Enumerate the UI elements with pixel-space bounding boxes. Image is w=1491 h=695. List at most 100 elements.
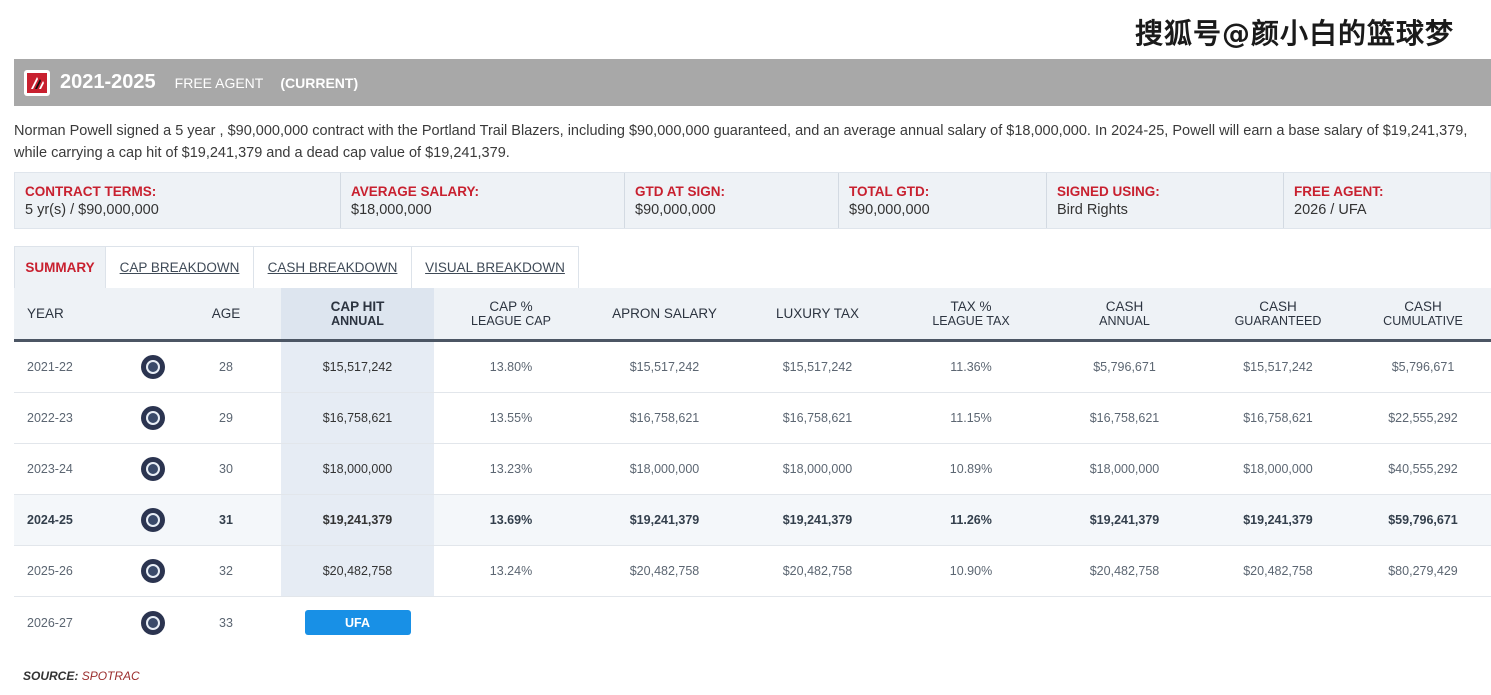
- term-value: $18,000,000: [351, 202, 432, 218]
- column-header-cap-pct[interactable]: CAP % LEAGUE CAP: [471, 298, 551, 328]
- cell-cap-hit: $16,758,621: [281, 393, 434, 443]
- cell-tax-pct: 10.89%: [949, 462, 993, 476]
- cell-age: 29: [219, 411, 233, 425]
- cell-year: 2023-24: [27, 462, 73, 476]
- table-row: 2021-22 28 $15,517,242 13.80% $15,517,24…: [14, 342, 1491, 393]
- term-contract-terms: CONTRACT TERMS: 5 yr(s) / $90,000,000: [15, 173, 341, 228]
- term-label: CONTRACT TERMS:: [25, 184, 157, 199]
- nba-logo-icon: [140, 355, 165, 379]
- term-total-gtd: TOTAL GTD: $90,000,000: [839, 173, 1047, 228]
- nba-logo-icon: [140, 508, 165, 532]
- term-value: $90,000,000: [635, 202, 716, 218]
- trail-blazers-logo-icon: [24, 69, 50, 96]
- term-label: GTD AT SIGN:: [635, 184, 725, 199]
- term-label: SIGNED USING:: [1057, 184, 1160, 199]
- term-value: Bird Rights: [1057, 202, 1128, 218]
- table-row-free-agency: 2026-27 33 UFA: [14, 597, 1491, 648]
- cell-cash-cumulative: $22,555,292: [1388, 411, 1458, 425]
- tab-cash-breakdown[interactable]: CASH BREAKDOWN: [253, 246, 412, 288]
- cell-cash: $16,758,621: [1089, 411, 1160, 425]
- cell-cap-pct: 13.24%: [489, 564, 533, 578]
- column-header-cap-hit[interactable]: CAP HIT ANNUAL: [281, 288, 434, 339]
- cell-tax-pct: 11.36%: [950, 360, 992, 374]
- cell-tax-pct: 10.90%: [949, 564, 993, 578]
- column-header-cash[interactable]: CASH ANNUAL: [1099, 298, 1150, 328]
- table-row-current: 2024-25 31 $19,241,379 13.69% $19,241,37…: [14, 495, 1491, 546]
- term-gtd-at-sign: GTD AT SIGN: $90,000,000: [625, 173, 839, 228]
- cell-age: 33: [219, 615, 233, 630]
- cell-apron: $19,241,379: [629, 513, 700, 527]
- table-row: 2025-26 32 $20,482,758 13.24% $20,482,75…: [14, 546, 1491, 597]
- cell-cash: $20,482,758: [1089, 564, 1160, 578]
- term-label: FREE AGENT:: [1294, 184, 1384, 199]
- cell-year: 2024-25: [27, 513, 73, 527]
- cell-cap-hit: $18,000,000: [281, 444, 434, 494]
- term-average-salary: AVERAGE SALARY: $18,000,000: [341, 173, 625, 228]
- cell-cash-guaranteed: $20,482,758: [1243, 564, 1313, 578]
- contract-years: 2021-2025: [60, 71, 156, 93]
- contract-status: (CURRENT): [280, 74, 359, 91]
- description-line: Norman Powell signed a 5 year , $90,000,…: [14, 123, 1468, 139]
- cell-cash: $19,241,379: [1089, 513, 1160, 527]
- source-label: SOURCE:: [23, 669, 79, 683]
- cell-apron: $16,758,621: [629, 411, 700, 425]
- cell-year: 2022-23: [27, 411, 73, 425]
- nba-logo-icon: [140, 559, 165, 583]
- column-header-tax-pct[interactable]: TAX % LEAGUE TAX: [932, 298, 1010, 328]
- cell-tax-pct: 11.26%: [950, 513, 992, 527]
- cell-cash: $5,796,671: [1093, 360, 1156, 374]
- cell-apron: $18,000,000: [629, 462, 700, 476]
- breakdown-tabs: SUMMARY CAP BREAKDOWN CASH BREAKDOWN VIS…: [14, 246, 579, 288]
- tab-visual-breakdown[interactable]: VISUAL BREAKDOWN: [411, 246, 579, 288]
- contract-description: Norman Powell signed a 5 year , $90,000,…: [14, 120, 1491, 164]
- cell-cash-cumulative: $59,796,671: [1388, 513, 1458, 527]
- source-link[interactable]: SPOTRAC: [81, 669, 140, 683]
- column-header-age: AGE: [211, 305, 241, 321]
- nba-logo-icon: [140, 457, 165, 481]
- cell-cap-pct: 13.23%: [489, 462, 533, 476]
- cell-cap-hit: $20,482,758: [281, 546, 434, 596]
- cell-cash-cumulative: $80,279,429: [1388, 564, 1458, 578]
- cell-cap-hit: $15,517,242: [281, 342, 434, 392]
- term-label: TOTAL GTD:: [849, 184, 930, 199]
- ufa-badge: UFA: [304, 610, 411, 635]
- cell-luxury-tax: $16,758,621: [782, 411, 853, 425]
- cell-luxury-tax: $19,241,379: [782, 513, 853, 527]
- tab-cap-breakdown[interactable]: CAP BREAKDOWN: [105, 246, 254, 288]
- nba-logo-icon: [140, 610, 165, 635]
- cell-age: 28: [219, 360, 233, 374]
- cell-cap-pct: 13.80%: [489, 360, 533, 374]
- column-header-apron[interactable]: APRON SALARY: [612, 305, 717, 321]
- cell-cap-hit: $19,241,379: [281, 495, 434, 545]
- contract-terms-bar: CONTRACT TERMS: 5 yr(s) / $90,000,000 AV…: [14, 172, 1491, 229]
- cell-cash: $18,000,000: [1089, 462, 1160, 476]
- cell-year: 2025-26: [27, 564, 73, 578]
- cell-cash-guaranteed: $16,758,621: [1243, 411, 1313, 425]
- cell-luxury-tax: $18,000,000: [782, 462, 853, 476]
- table-row: 2022-23 29 $16,758,621 13.55% $16,758,62…: [14, 393, 1491, 444]
- table-row: 2023-24 30 $18,000,000 13.23% $18,000,00…: [14, 444, 1491, 495]
- cell-year: 2026-27: [27, 615, 73, 630]
- cell-apron: $15,517,242: [629, 360, 700, 374]
- column-header-cash-guaranteed[interactable]: CASH GUARANTEED: [1234, 298, 1322, 328]
- cell-cash-cumulative: $5,796,671: [1391, 360, 1455, 374]
- contract-table: YEAR AGE CAP HIT ANNUAL CAP % LEAGUE CAP A…: [14, 288, 1491, 648]
- cell-cash-guaranteed: $18,000,000: [1243, 462, 1313, 476]
- cell-cash-guaranteed: $19,241,379: [1243, 513, 1313, 527]
- column-header-year: YEAR: [27, 305, 64, 321]
- term-value: $90,000,000: [849, 202, 930, 218]
- term-signed-using: SIGNED USING: Bird Rights: [1047, 173, 1284, 228]
- cell-cap-pct: 13.69%: [489, 513, 533, 527]
- description-line: while carrying a cap hit of $19,241,379 …: [14, 145, 510, 161]
- term-free-agent: FREE AGENT: 2026 / UFA: [1284, 173, 1490, 228]
- column-header-cash-cumulative[interactable]: CASH CUMULATIVE: [1383, 298, 1463, 328]
- cell-apron: $20,482,758: [629, 564, 700, 578]
- column-header-logo: [134, 288, 171, 339]
- contract-type: FREE AGENT: [174, 74, 264, 91]
- table-header: YEAR AGE CAP HIT ANNUAL CAP % LEAGUE CAP A…: [14, 288, 1491, 342]
- tab-summary[interactable]: SUMMARY: [14, 246, 106, 288]
- cell-cap-pct: 13.55%: [489, 411, 533, 425]
- term-value: 2026 / UFA: [1294, 202, 1367, 218]
- column-header-luxury-tax[interactable]: LUXURY TAX: [775, 305, 860, 321]
- cell-cash-guaranteed: $15,517,242: [1243, 360, 1313, 374]
